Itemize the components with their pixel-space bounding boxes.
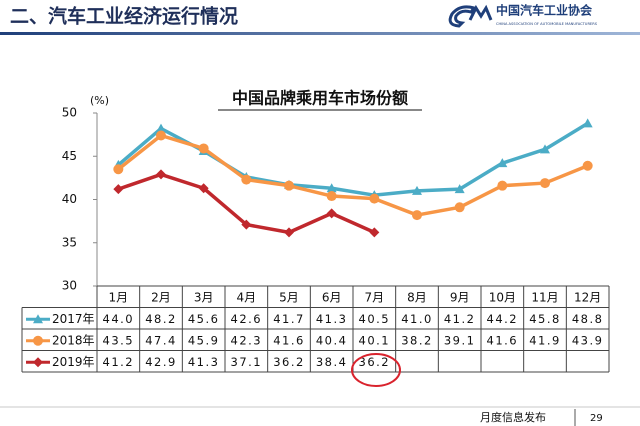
table-value: 36.2 bbox=[273, 355, 305, 369]
marker bbox=[454, 202, 465, 213]
marker bbox=[33, 357, 43, 368]
table-value: 41.3 bbox=[316, 312, 348, 326]
table-value: 41.6 bbox=[273, 333, 305, 347]
x-tick-label: 11月 bbox=[531, 290, 558, 304]
x-tick-label: 2月 bbox=[151, 290, 171, 304]
table-value: 40.1 bbox=[359, 333, 391, 347]
table-value: 45.6 bbox=[188, 312, 220, 326]
marker bbox=[241, 174, 252, 185]
marker bbox=[156, 169, 166, 180]
x-tick-label: 7月 bbox=[365, 290, 385, 304]
table-value: 45.9 bbox=[188, 333, 220, 347]
logo-english: CHINA ASSOCIATION OF AUTOMOBILE MANUFACT… bbox=[496, 22, 598, 26]
table-value: 41.9 bbox=[529, 333, 561, 347]
marker bbox=[540, 144, 550, 154]
table-value: 38.4 bbox=[316, 355, 348, 369]
table-value: 48.8 bbox=[572, 312, 604, 326]
marker bbox=[156, 123, 166, 133]
x-tick-label: 1月 bbox=[109, 290, 129, 304]
x-tick-label: 10月 bbox=[489, 290, 516, 304]
legend-label: 2018年 bbox=[52, 333, 95, 347]
footer-text: 月度信息发布 bbox=[480, 410, 546, 424]
table-value: 41.2 bbox=[103, 355, 135, 369]
legend-label: 2017年 bbox=[52, 312, 95, 326]
marker bbox=[156, 130, 166, 141]
logo-mark bbox=[448, 4, 493, 28]
marker bbox=[412, 210, 422, 221]
table-value: 47.4 bbox=[145, 333, 177, 347]
header-rule bbox=[0, 32, 640, 35]
marker bbox=[412, 185, 422, 195]
table-value: 41.3 bbox=[188, 355, 220, 369]
table-value: 43.9 bbox=[572, 333, 604, 347]
table-value: 36.2 bbox=[359, 355, 391, 369]
table-value: 42.9 bbox=[145, 355, 177, 369]
table-value: 45.8 bbox=[529, 312, 561, 326]
marker bbox=[369, 227, 380, 238]
table-value: 42.3 bbox=[231, 333, 263, 347]
table-value: 40.4 bbox=[316, 333, 348, 347]
table-value: 38.2 bbox=[401, 333, 433, 347]
y-tick-label: 35 bbox=[62, 235, 77, 249]
marker bbox=[326, 183, 337, 193]
table-value: 37.1 bbox=[231, 355, 263, 369]
marker bbox=[454, 184, 465, 194]
slide-title: 二、汽车工业经济运行情况 bbox=[10, 5, 238, 28]
x-tick-label: 4月 bbox=[237, 290, 257, 304]
marker bbox=[241, 219, 252, 230]
marker bbox=[540, 178, 550, 189]
marker bbox=[582, 118, 593, 128]
marker bbox=[326, 208, 337, 219]
x-tick-label: 5月 bbox=[279, 290, 299, 304]
table-value: 41.6 bbox=[487, 333, 519, 347]
y-tick-label: 50 bbox=[62, 106, 77, 120]
marker bbox=[284, 227, 294, 238]
marker bbox=[33, 314, 43, 324]
page-number: 29 bbox=[590, 413, 603, 424]
table-value: 40.5 bbox=[359, 312, 391, 326]
x-tick-label: 8月 bbox=[407, 290, 427, 304]
marker bbox=[369, 193, 380, 204]
marker bbox=[497, 158, 508, 168]
marker bbox=[198, 183, 209, 194]
table-value: 48.2 bbox=[145, 312, 177, 326]
table-value: 44.0 bbox=[103, 312, 135, 326]
highlight-circle bbox=[351, 353, 401, 387]
chart: 30 35 40 45 50 1月 2月 3月 4月 5月 6月 7月 8月 9月 10月 11月 12月 201… bbox=[21, 106, 610, 373]
table-value: 41.0 bbox=[401, 312, 433, 326]
y-tick-label: 45 bbox=[62, 149, 77, 163]
table-value: 41.2 bbox=[444, 312, 476, 326]
marker bbox=[198, 143, 209, 154]
chart-title: 中国品牌乘用车市场份额 bbox=[232, 89, 408, 108]
y-unit: (%) bbox=[90, 94, 109, 107]
marker bbox=[284, 180, 294, 191]
table-value: 44.2 bbox=[487, 312, 519, 326]
table-value: 42.6 bbox=[231, 312, 263, 326]
y-tick-label: 40 bbox=[62, 192, 77, 206]
y-tick-label: 30 bbox=[62, 279, 77, 293]
marker bbox=[497, 180, 508, 191]
x-tick-label: 12月 bbox=[574, 290, 601, 304]
table-value: 39.1 bbox=[444, 333, 476, 347]
logo-name: 中国汽车工业协会 bbox=[496, 3, 593, 18]
table-value: 43.5 bbox=[103, 333, 135, 347]
series-line bbox=[117, 133, 589, 217]
marker bbox=[33, 335, 43, 346]
marker bbox=[113, 164, 124, 175]
table-value: 41.7 bbox=[273, 312, 305, 326]
x-tick-label: 9月 bbox=[450, 290, 470, 304]
marker bbox=[326, 191, 337, 202]
x-tick-label: 3月 bbox=[194, 290, 214, 304]
marker bbox=[113, 184, 124, 195]
marker bbox=[582, 160, 593, 171]
x-tick-label: 6月 bbox=[322, 290, 342, 304]
legend-label: 2019年 bbox=[52, 355, 95, 369]
